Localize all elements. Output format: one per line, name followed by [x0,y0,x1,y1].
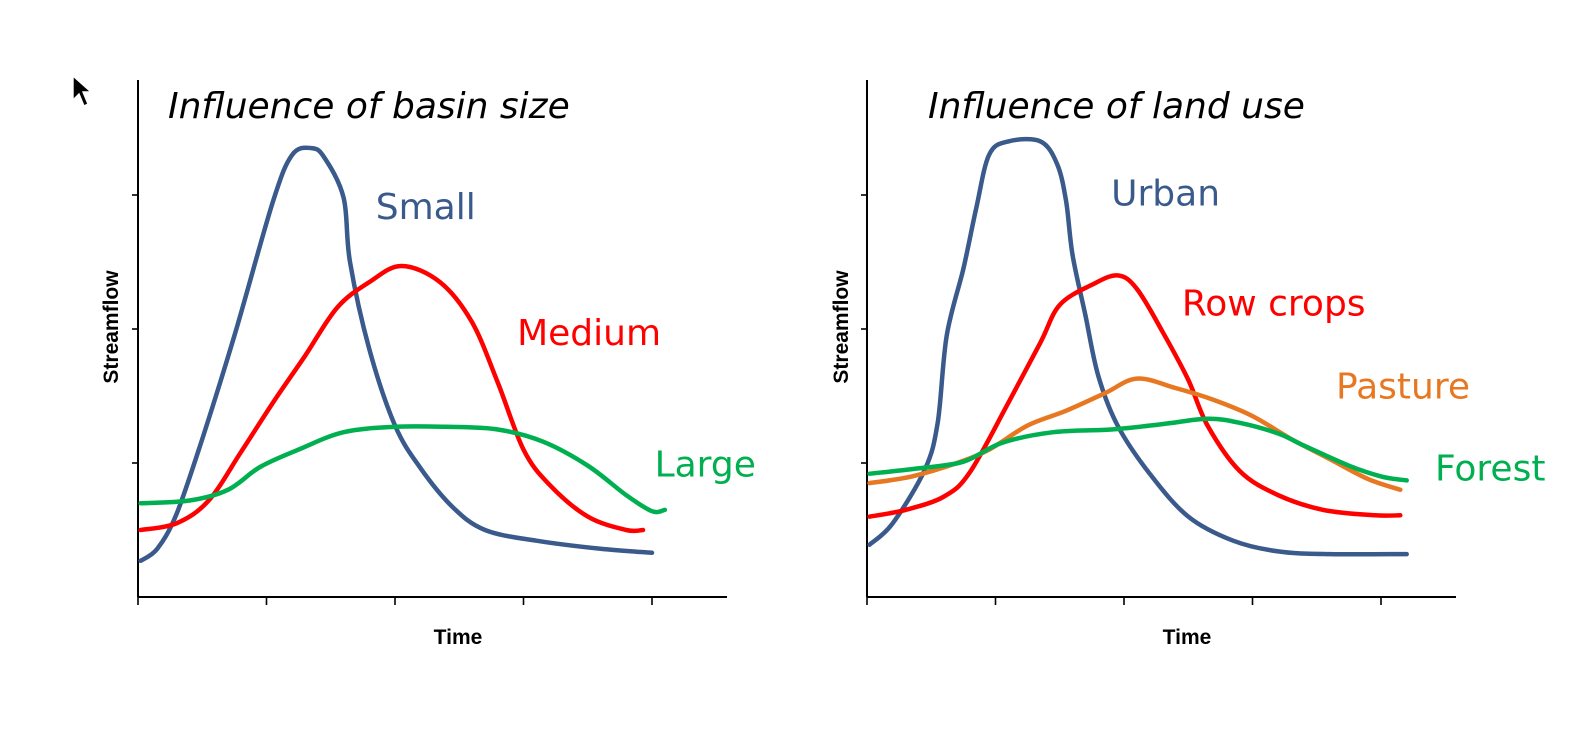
mouse-pointer-icon [72,74,93,107]
x-axis-label: Time [1163,626,1212,649]
chart-title: Influence of basin size [168,86,570,127]
y-axis-label: Streamflow [830,270,853,384]
y-axis-label: Streamflow [100,270,123,384]
series-line-urban [867,136,1409,557]
series-label-forest: Forest [1435,448,1545,489]
series-line-row-crops [867,273,1403,519]
series-line-forest [867,416,1409,483]
series-label-pasture: Pasture [1336,367,1470,408]
series-line-medium [138,263,646,534]
series-line-pasture [867,376,1403,493]
chart-title: Influence of land use [928,86,1305,127]
series-label-urban: Urban [1111,174,1220,215]
land-use-chart: Influence of land use Time Streamflow Urban… [830,80,1545,649]
series-label-small: Small [376,187,476,228]
series-line-small [138,145,655,564]
series-label-row-crops: Row crops [1182,284,1366,325]
x-axis-label: Time [434,626,483,649]
series-label-medium: Medium [517,313,661,354]
series-label-large: Large [655,444,756,485]
basin-size-chart: Influence of basin size Time Streamflow Sma… [100,80,756,649]
series-line-large [138,424,668,515]
